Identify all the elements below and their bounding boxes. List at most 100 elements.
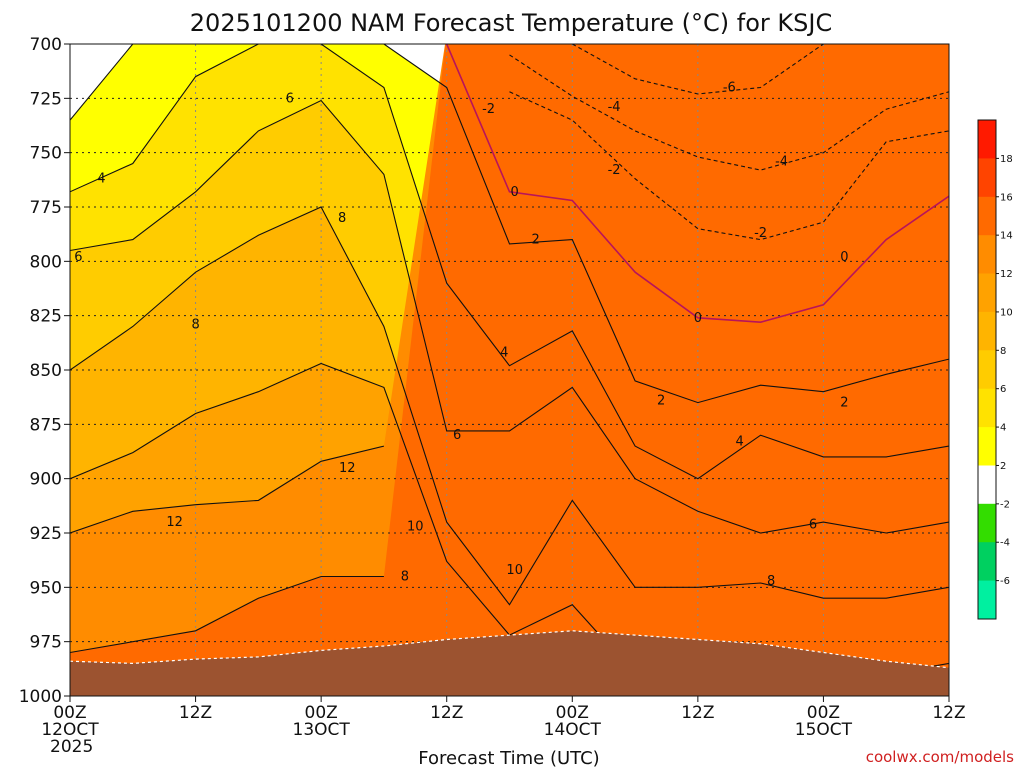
isotherm-label-20: 8 bbox=[191, 317, 199, 332]
isotherm-label-25: 12 bbox=[166, 515, 183, 530]
terrain-edge bbox=[70, 630, 949, 669]
x-tick-label-12-line1: 12Z bbox=[179, 703, 212, 723]
legend-frame bbox=[977, 119, 997, 620]
isotherm-labels: -6 -4 -4 -2 -2 -2 0 0 0 2 2 2 4 4 4 6 6 6 6 8 8 8 8 10 10 12 12 bbox=[74, 81, 848, 589]
legend-label-8: 2 bbox=[1000, 461, 1006, 472]
x-tick-label-60-line1: 12Z bbox=[681, 703, 714, 723]
x-tick-label-84-line1: 12Z bbox=[932, 703, 965, 723]
legend-label-7: 4 bbox=[1000, 423, 1006, 434]
isotherm-line-2-seg1 bbox=[383, 44, 949, 404]
isotherm-label-6: 0 bbox=[511, 185, 519, 200]
legend-swatch-3 bbox=[978, 235, 996, 275]
terrain-fill bbox=[70, 630, 949, 696]
y-tick-label-825: 825 bbox=[30, 307, 62, 327]
x-tick-label-0-line3: 2025 bbox=[50, 737, 93, 757]
isotherm-label-0: -6 bbox=[723, 81, 736, 96]
isotherm-label-1: -4 bbox=[608, 100, 621, 115]
y-tick-label-900: 900 bbox=[30, 470, 62, 490]
legend-label-3: 12 bbox=[1000, 269, 1013, 280]
legend-label-4: 10 bbox=[1000, 307, 1013, 318]
isotherm-label-4: -2 bbox=[608, 163, 621, 178]
legend-swatch-10 bbox=[978, 503, 996, 543]
isotherm-line--2-seg0 bbox=[509, 91, 949, 241]
y-tick-label-975: 975 bbox=[30, 633, 62, 653]
x-tick-label-48-line1: 00Z bbox=[556, 703, 589, 723]
temperature-fill-bands bbox=[70, 44, 949, 696]
isotherm-label-15: 6 bbox=[286, 91, 294, 106]
credit-text: coolwx.com/models bbox=[866, 748, 1014, 766]
isotherm-label-21: 8 bbox=[401, 570, 409, 585]
isotherm-label-13: 4 bbox=[500, 346, 508, 361]
y-tick-label-750: 750 bbox=[30, 144, 62, 164]
isotherm-label-3: -2 bbox=[482, 102, 495, 117]
legend-swatch-12 bbox=[978, 580, 996, 620]
legend-swatch-4 bbox=[978, 273, 996, 313]
isotherm-line-8-seg0 bbox=[70, 206, 949, 606]
isotherm-line-0-seg1 bbox=[445, 44, 949, 324]
isotherm-label-7: 0 bbox=[694, 311, 702, 326]
color-legend: 18 16 14 12 10 8 6 4 2 -2 -4 -6 bbox=[977, 119, 1013, 620]
x-tick-label-24-line2: 13OCT bbox=[293, 720, 351, 740]
chart-title: 2025101200 NAM Forecast Temperature (°C)… bbox=[190, 9, 832, 37]
legend-swatch-0 bbox=[978, 120, 996, 159]
y-tick-label-950: 950 bbox=[30, 578, 62, 598]
isotherm-label-9: 2 bbox=[532, 233, 540, 248]
x-tick-label-36-line1: 12Z bbox=[430, 703, 463, 723]
isotherm-label-26: 12 bbox=[339, 461, 356, 476]
y-axis-ticks: 700 725 750 775 800 825 850 875 900 925 950 975 1000 bbox=[19, 35, 70, 707]
isotherm-label-8: 0 bbox=[840, 250, 848, 265]
legend-swatch-11 bbox=[978, 542, 996, 582]
legend-swatch-9 bbox=[978, 465, 996, 505]
isotherm-line-4-seg0 bbox=[70, 44, 949, 480]
legend-label-11: -6 bbox=[1000, 576, 1010, 587]
isotherm-line-14-seg0 bbox=[70, 575, 384, 654]
isotherm-line-12-seg0 bbox=[70, 445, 385, 534]
isotherm-label-19: 8 bbox=[338, 211, 346, 226]
x-tick-label-24-line1: 00Z bbox=[305, 703, 338, 723]
legend-swatch-5 bbox=[978, 311, 996, 351]
legend-swatch-2 bbox=[978, 196, 996, 236]
legend-swatch-8 bbox=[978, 427, 996, 466]
y-tick-label-725: 725 bbox=[30, 89, 62, 109]
isotherm-label-17: 6 bbox=[453, 428, 461, 443]
isotherm-label-11: 2 bbox=[840, 396, 848, 411]
isotherm-label-10: 2 bbox=[657, 393, 665, 408]
legend-label-9: -2 bbox=[1000, 499, 1010, 510]
isotherm-line-2-seg0 bbox=[70, 44, 134, 121]
y-tick-label-800: 800 bbox=[30, 252, 62, 272]
isotherm-label-18: 6 bbox=[809, 517, 817, 532]
legend-label-6: 6 bbox=[1000, 384, 1006, 395]
x-tick-label-72-line2: 15OCT bbox=[795, 720, 853, 740]
isotherm-line--4-seg0 bbox=[509, 54, 949, 171]
y-tick-label-700: 700 bbox=[30, 35, 62, 55]
y-tick-label-775: 775 bbox=[30, 198, 62, 218]
legend-label-10: -4 bbox=[1000, 538, 1010, 549]
terrain-layer bbox=[70, 630, 949, 696]
x-tick-label-48-line2: 14OCT bbox=[544, 720, 602, 740]
isotherm-line--6-seg0 bbox=[572, 44, 824, 95]
isotherm-label-2: -4 bbox=[775, 154, 788, 169]
isotherm-label-22: 8 bbox=[767, 574, 775, 589]
x-tick-label-0-line1: 00Z bbox=[53, 703, 86, 723]
legend-label-5: 8 bbox=[1000, 346, 1006, 357]
legend-swatch-1 bbox=[978, 158, 996, 198]
legend-swatch-6 bbox=[978, 350, 996, 390]
isotherm-label-14: 4 bbox=[736, 435, 744, 450]
isotherm-label-24: 10 bbox=[506, 563, 523, 578]
isotherm-label-5: -2 bbox=[754, 226, 767, 241]
isotherm-label-23: 10 bbox=[407, 520, 424, 535]
legend-label-1: 16 bbox=[1000, 192, 1013, 203]
x-axis-label: Forecast Time (UTC) bbox=[418, 748, 599, 768]
legend-label-0: 18 bbox=[1000, 154, 1013, 165]
y-tick-label-1000: 1000 bbox=[19, 687, 62, 707]
isotherm-label-16: 6 bbox=[74, 250, 82, 265]
isotherm-label-12: 4 bbox=[97, 172, 105, 187]
y-tick-label-850: 850 bbox=[30, 361, 62, 381]
legend-label-2: 14 bbox=[1000, 231, 1013, 242]
legend-swatch-7 bbox=[978, 388, 996, 428]
isotherm-line-6-seg0 bbox=[70, 99, 949, 534]
y-tick-label-875: 875 bbox=[30, 415, 62, 435]
x-tick-label-72-line1: 00Z bbox=[807, 703, 840, 723]
